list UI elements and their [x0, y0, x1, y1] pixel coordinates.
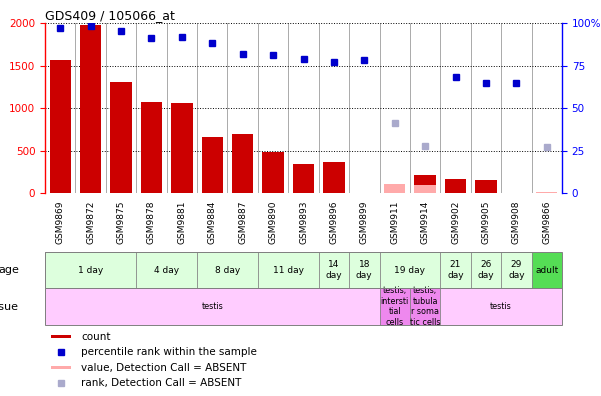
Text: value, Detection Call = ABSENT: value, Detection Call = ABSENT — [81, 363, 246, 373]
Bar — [232, 133, 254, 193]
Bar — [415, 185, 436, 193]
Text: testis,
intersti
tial
cells: testis, intersti tial cells — [380, 286, 409, 327]
Text: 8 day: 8 day — [215, 266, 240, 274]
Bar — [319, 252, 349, 288]
Bar — [171, 103, 192, 193]
Text: testis: testis — [490, 302, 512, 311]
Bar — [45, 288, 379, 325]
Text: 11 day: 11 day — [273, 266, 304, 274]
Text: 21
day: 21 day — [447, 261, 464, 280]
Bar — [263, 152, 284, 193]
Bar — [136, 252, 197, 288]
Text: rank, Detection Call = ABSENT: rank, Detection Call = ABSENT — [81, 378, 242, 388]
Bar — [111, 82, 132, 193]
Bar — [202, 137, 223, 193]
Bar — [141, 102, 162, 193]
Bar — [471, 252, 501, 288]
Text: tissue: tissue — [0, 301, 19, 312]
Bar — [349, 252, 379, 288]
Bar — [293, 164, 314, 193]
Bar — [258, 252, 319, 288]
Bar — [531, 252, 562, 288]
Bar — [197, 252, 258, 288]
Text: 29
day: 29 day — [508, 261, 525, 280]
Text: 19 day: 19 day — [394, 266, 426, 274]
Text: 4 day: 4 day — [154, 266, 179, 274]
Bar — [50, 59, 71, 193]
Bar — [441, 252, 471, 288]
Text: count: count — [81, 332, 111, 342]
Bar — [384, 184, 405, 193]
Bar — [475, 180, 496, 193]
Bar — [536, 192, 557, 193]
Text: age: age — [0, 265, 19, 275]
Bar — [410, 288, 441, 325]
Bar — [379, 252, 441, 288]
Bar — [379, 288, 410, 325]
Bar — [51, 335, 71, 338]
Text: 14
day: 14 day — [326, 261, 342, 280]
Bar — [501, 252, 531, 288]
Text: 1 day: 1 day — [78, 266, 103, 274]
Bar — [323, 162, 344, 193]
Text: testis,
tubula
r soma
tic cells: testis, tubula r soma tic cells — [410, 286, 441, 327]
Bar — [51, 366, 71, 369]
Bar — [445, 179, 466, 193]
Bar — [80, 25, 102, 193]
Text: percentile rank within the sample: percentile rank within the sample — [81, 347, 257, 358]
Bar — [441, 288, 562, 325]
Text: GDS409 / 105066_at: GDS409 / 105066_at — [45, 9, 175, 22]
Text: testis: testis — [201, 302, 223, 311]
Bar — [415, 175, 436, 193]
Bar — [45, 252, 136, 288]
Text: 18
day: 18 day — [356, 261, 373, 280]
Text: adult: adult — [535, 266, 558, 274]
Text: 26
day: 26 day — [478, 261, 494, 280]
